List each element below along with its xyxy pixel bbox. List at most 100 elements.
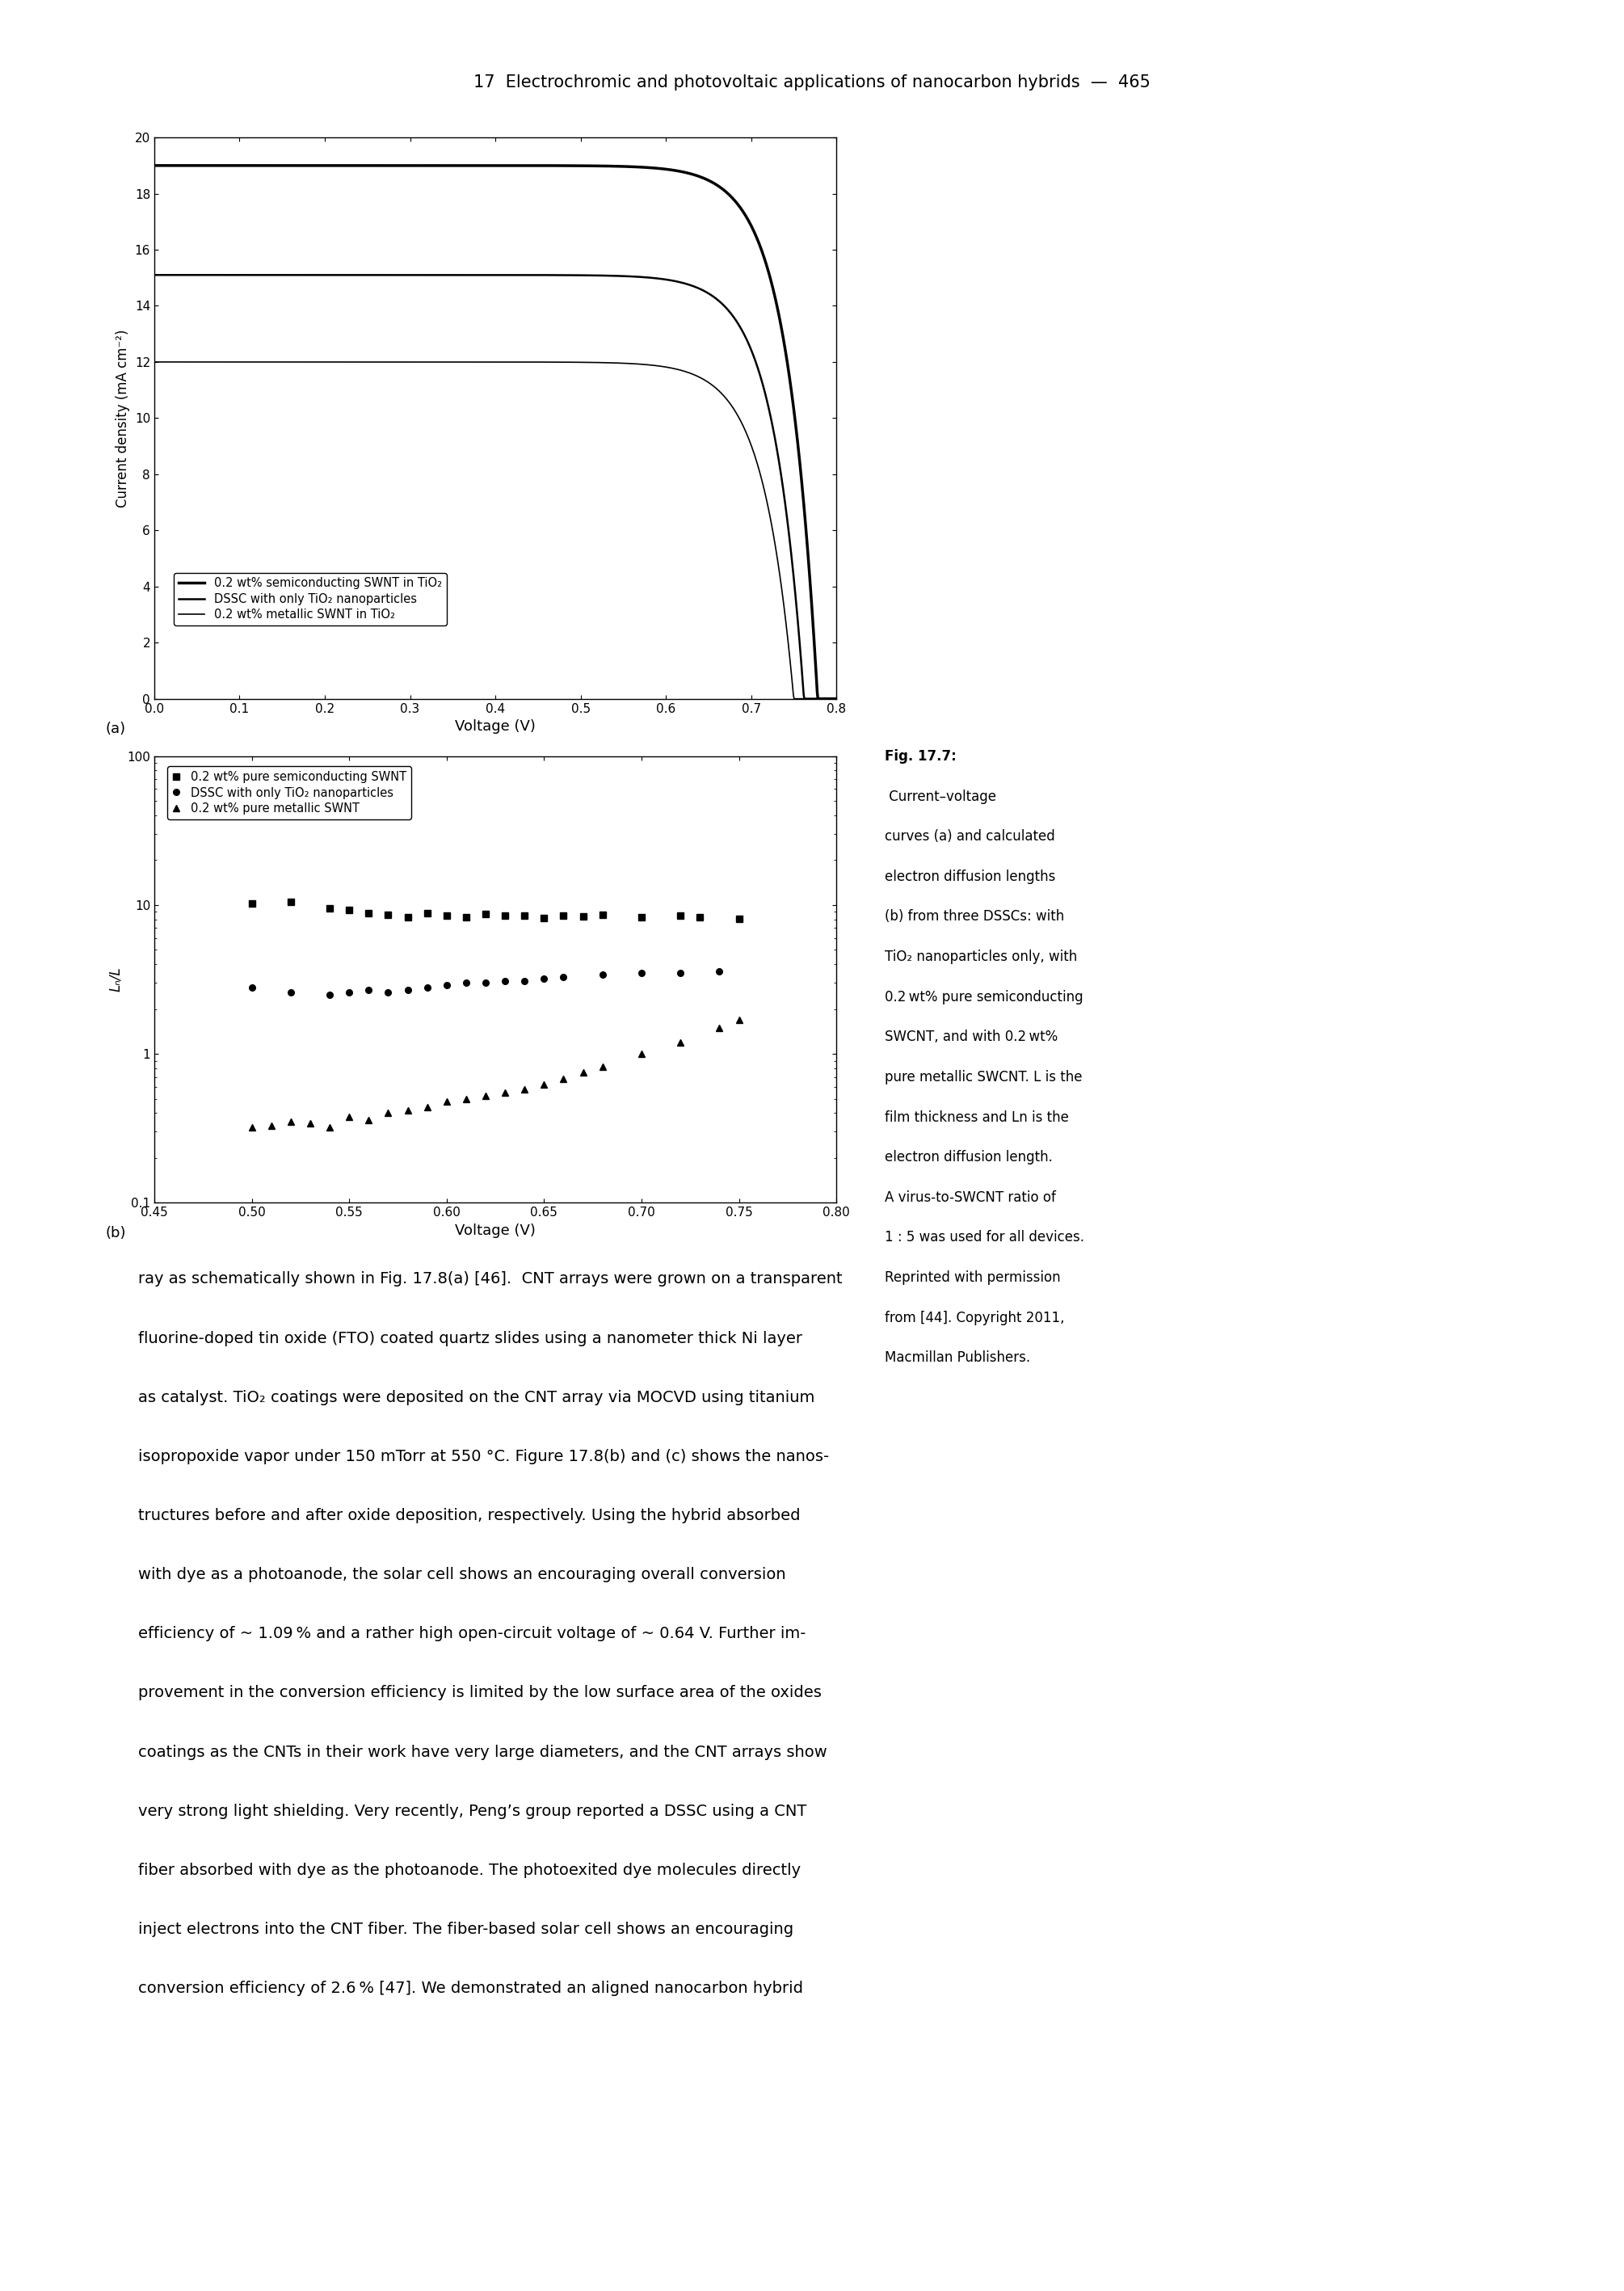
0.2 wt% pure metallic SWNT bbox=[515, 1074, 534, 1102]
0.2 wt% semiconducting SWNT in TiO₂ bbox=[827, 685, 846, 713]
0.2 wt% pure semiconducting SWNT bbox=[495, 903, 515, 930]
Legend: 0.2 wt% semiconducting SWNT in TiO₂, DSSC with only TiO₂ nanoparticles, 0.2 wt% : 0.2 wt% semiconducting SWNT in TiO₂, DSS… bbox=[174, 573, 447, 625]
Text: isopropoxide vapor under 150 mTorr at 550 °C. Figure 17.8(b) and (c) shows the n: isopropoxide vapor under 150 mTorr at 55… bbox=[138, 1448, 828, 1464]
DSSC with only TiO₂ nanoparticles bbox=[445, 261, 464, 289]
0.2 wt% pure semiconducting SWNT bbox=[378, 900, 398, 928]
0.2 wt% semiconducting SWNT in TiO₂ bbox=[689, 163, 708, 190]
DSSC with only TiO₂ nanoparticles bbox=[421, 261, 440, 289]
Y-axis label: Current density (mA cm⁻²): Current density (mA cm⁻²) bbox=[115, 330, 130, 506]
0.2 wt% pure semiconducting SWNT bbox=[417, 900, 437, 928]
0.2 wt% pure metallic SWNT bbox=[242, 1113, 261, 1141]
DSSC with only TiO₂ nanoparticles bbox=[689, 275, 708, 302]
0.2 wt% pure metallic SWNT bbox=[671, 1029, 690, 1056]
DSSC with only TiO₂ nanoparticles bbox=[827, 685, 846, 713]
0.2 wt% pure metallic SWNT bbox=[378, 1100, 398, 1127]
0.2 wt% pure semiconducting SWNT bbox=[534, 905, 554, 932]
Line: DSSC with only TiO₂ nanoparticles: DSSC with only TiO₂ nanoparticles bbox=[154, 275, 836, 699]
0.2 wt% metallic SWNT in TiO₂ bbox=[145, 348, 164, 376]
0.2 wt% metallic SWNT in TiO₂ bbox=[421, 348, 440, 376]
0.2 wt% pure metallic SWNT bbox=[554, 1065, 573, 1093]
Text: 1 : 5 was used for all devices.: 1 : 5 was used for all devices. bbox=[885, 1230, 1085, 1244]
0.2 wt% pure semiconducting SWNT bbox=[632, 903, 651, 930]
DSSC with only TiO₂ nanoparticles bbox=[339, 978, 359, 1006]
0.2 wt% semiconducting SWNT in TiO₂ bbox=[809, 685, 828, 713]
0.2 wt% pure semiconducting SWNT bbox=[671, 903, 690, 930]
0.2 wt% pure metallic SWNT bbox=[417, 1093, 437, 1120]
DSSC with only TiO₂ nanoparticles bbox=[593, 960, 612, 987]
0.2 wt% metallic SWNT in TiO₂ bbox=[677, 357, 697, 385]
Text: tructures before and after oxide deposition, respectively. Using the hybrid abso: tructures before and after oxide deposit… bbox=[138, 1507, 801, 1524]
DSSC with only TiO₂ nanoparticles bbox=[437, 971, 456, 999]
0.2 wt% pure semiconducting SWNT bbox=[359, 900, 378, 928]
Text: Reprinted with permission: Reprinted with permission bbox=[885, 1272, 1060, 1285]
Text: film thickness and Ln is the: film thickness and Ln is the bbox=[885, 1111, 1069, 1125]
Text: SWCNT, and with 0.2 wt%: SWCNT, and with 0.2 wt% bbox=[885, 1031, 1059, 1045]
0.2 wt% pure semiconducting SWNT bbox=[320, 893, 339, 921]
0.2 wt% pure metallic SWNT bbox=[456, 1086, 476, 1113]
0.2 wt% pure metallic SWNT bbox=[495, 1079, 515, 1107]
0.2 wt% metallic SWNT in TiO₂ bbox=[612, 351, 632, 378]
0.2 wt% pure semiconducting SWNT bbox=[476, 900, 495, 928]
0.2 wt% pure metallic SWNT bbox=[476, 1081, 495, 1109]
DSSC with only TiO₂ nanoparticles bbox=[495, 967, 515, 994]
0.2 wt% semiconducting SWNT in TiO₂ bbox=[214, 151, 234, 179]
0.2 wt% pure metallic SWNT bbox=[573, 1058, 593, 1086]
Text: curves (a) and calculated: curves (a) and calculated bbox=[885, 829, 1056, 843]
Line: 0.2 wt% metallic SWNT in TiO₂: 0.2 wt% metallic SWNT in TiO₂ bbox=[154, 362, 836, 699]
0.2 wt% metallic SWNT in TiO₂ bbox=[214, 348, 234, 376]
0.2 wt% semiconducting SWNT in TiO₂ bbox=[677, 158, 697, 186]
Text: (b): (b) bbox=[106, 1226, 127, 1239]
0.2 wt% pure metallic SWNT bbox=[281, 1109, 300, 1136]
DSSC with only TiO₂ nanoparticles bbox=[612, 263, 632, 291]
Text: efficiency of ~ 1.09 % and a rather high open-circuit voltage of ~ 0.64 V. Furth: efficiency of ~ 1.09 % and a rather high… bbox=[138, 1627, 806, 1643]
Text: 0.2 wt% pure semiconducting: 0.2 wt% pure semiconducting bbox=[885, 990, 1083, 1003]
0.2 wt% pure metallic SWNT bbox=[261, 1111, 281, 1139]
DSSC with only TiO₂ nanoparticles bbox=[515, 967, 534, 994]
Text: coatings as the CNTs in their work have very large diameters, and the CNT arrays: coatings as the CNTs in their work have … bbox=[138, 1743, 827, 1759]
0.2 wt% pure metallic SWNT bbox=[437, 1088, 456, 1116]
Text: A virus-to-SWCNT ratio of: A virus-to-SWCNT ratio of bbox=[885, 1191, 1056, 1205]
0.2 wt% pure semiconducting SWNT bbox=[593, 900, 612, 928]
Text: pure metallic SWCNT. L is the: pure metallic SWCNT. L is the bbox=[885, 1070, 1083, 1084]
0.2 wt% pure semiconducting SWNT bbox=[456, 903, 476, 930]
0.2 wt% metallic SWNT in TiO₂ bbox=[827, 685, 846, 713]
Line: DSSC with only TiO₂ nanoparticles: DSSC with only TiO₂ nanoparticles bbox=[248, 967, 723, 997]
0.2 wt% pure metallic SWNT bbox=[339, 1102, 359, 1129]
0.2 wt% semiconducting SWNT in TiO₂ bbox=[612, 153, 632, 181]
DSSC with only TiO₂ nanoparticles bbox=[242, 974, 261, 1001]
DSSC with only TiO₂ nanoparticles bbox=[398, 976, 417, 1003]
Legend: 0.2 wt% pure semiconducting SWNT, DSSC with only TiO₂ nanoparticles, 0.2 wt% pur: 0.2 wt% pure semiconducting SWNT, DSSC w… bbox=[167, 767, 411, 820]
Text: very strong light shielding. Very recently, Peng’s group reported a DSSC using a: very strong light shielding. Very recent… bbox=[138, 1803, 807, 1819]
DSSC with only TiO₂ nanoparticles bbox=[320, 981, 339, 1008]
DSSC with only TiO₂ nanoparticles bbox=[214, 261, 234, 289]
Text: ray as schematically shown in Fig. 17.8(a) [46].  CNT arrays were grown on a tra: ray as schematically shown in Fig. 17.8(… bbox=[138, 1272, 843, 1288]
0.2 wt% pure semiconducting SWNT bbox=[242, 889, 261, 916]
Text: electron diffusion lengths: electron diffusion lengths bbox=[885, 871, 1056, 884]
0.2 wt% pure metallic SWNT bbox=[320, 1113, 339, 1141]
0.2 wt% semiconducting SWNT in TiO₂ bbox=[445, 151, 464, 179]
DSSC with only TiO₂ nanoparticles bbox=[534, 965, 554, 992]
DSSC with only TiO₂ nanoparticles bbox=[456, 969, 476, 997]
Text: 17  Electrochromic and photovoltaic applications of nanocarbon hybrids  —  465: 17 Electrochromic and photovoltaic appli… bbox=[474, 73, 1150, 92]
0.2 wt% pure semiconducting SWNT bbox=[729, 905, 749, 932]
DSSC with only TiO₂ nanoparticles bbox=[677, 270, 697, 298]
Text: with dye as a photoanode, the solar cell shows an encouraging overall conversion: with dye as a photoanode, the solar cell… bbox=[138, 1567, 786, 1583]
0.2 wt% pure metallic SWNT bbox=[593, 1054, 612, 1081]
Line: 0.2 wt% pure semiconducting SWNT: 0.2 wt% pure semiconducting SWNT bbox=[248, 898, 742, 921]
Text: Fig. 17.7:: Fig. 17.7: bbox=[885, 749, 957, 763]
Text: inject electrons into the CNT fiber. The fiber-based solar cell shows an encoura: inject electrons into the CNT fiber. The… bbox=[138, 1922, 794, 1938]
Text: provement in the conversion efficiency is limited by the low surface area of the: provement in the conversion efficiency i… bbox=[138, 1686, 822, 1700]
0.2 wt% pure metallic SWNT bbox=[300, 1109, 320, 1136]
0.2 wt% pure semiconducting SWNT bbox=[515, 903, 534, 930]
0.2 wt% pure semiconducting SWNT bbox=[281, 889, 300, 916]
Text: fluorine-doped tin oxide (FTO) coated quartz slides using a nanometer thick Ni l: fluorine-doped tin oxide (FTO) coated qu… bbox=[138, 1331, 802, 1347]
DSSC with only TiO₂ nanoparticles bbox=[145, 261, 164, 289]
0.2 wt% pure metallic SWNT bbox=[534, 1070, 554, 1097]
0.2 wt% semiconducting SWNT in TiO₂ bbox=[145, 151, 164, 179]
Text: conversion efficiency of 2.6 % [47]. We demonstrated an aligned nanocarbon hybri: conversion efficiency of 2.6 % [47]. We … bbox=[138, 1982, 802, 1995]
0.2 wt% pure semiconducting SWNT bbox=[554, 903, 573, 930]
0.2 wt% pure semiconducting SWNT bbox=[339, 896, 359, 923]
DSSC with only TiO₂ nanoparticles bbox=[417, 974, 437, 1001]
0.2 wt% semiconducting SWNT in TiO₂ bbox=[421, 151, 440, 179]
Text: electron diffusion length.: electron diffusion length. bbox=[885, 1150, 1052, 1164]
